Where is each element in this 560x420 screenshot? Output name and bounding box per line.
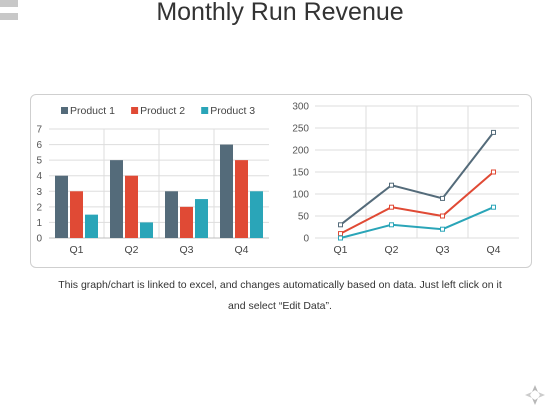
caption-line-1: This graph/chart is linked to excel, and… xyxy=(58,279,502,291)
bar-y-tick-label: 6 xyxy=(36,140,42,151)
line-point-product-1-q3 xyxy=(440,195,445,201)
line-y-tick-label: 0 xyxy=(303,234,309,245)
bar-y-tick-label: 3 xyxy=(36,187,42,198)
bar-x-tick-label: Q4 xyxy=(234,244,248,256)
line-y-tick-label: 150 xyxy=(292,168,309,179)
bar-product-1-q1 xyxy=(55,175,68,238)
legend-swatch xyxy=(131,107,139,114)
bar-product-2-q4 xyxy=(235,160,248,238)
bar-product-3-q4 xyxy=(250,191,263,238)
bar-y-tick-label: 0 xyxy=(36,234,42,245)
bar-x-tick-label: Q2 xyxy=(124,244,138,256)
line-x-tick-label: Q4 xyxy=(486,244,500,256)
line-point-product-2-q4 xyxy=(491,169,496,175)
bar-y-tick-label: 7 xyxy=(36,125,42,136)
bar-y-tick-label: 1 xyxy=(36,218,42,229)
bar-product-2-q1 xyxy=(70,191,83,238)
line-point-product-2-q3 xyxy=(440,213,445,219)
bar-y-tick-label: 5 xyxy=(36,156,42,167)
bar-product-2-q2 xyxy=(125,175,138,238)
legend-swatch xyxy=(201,107,209,114)
bar-product-3-q3 xyxy=(195,199,208,238)
line-point-product-2-q2 xyxy=(389,204,394,210)
bar-product-1-q3 xyxy=(165,191,178,238)
line-series-product-3 xyxy=(340,206,494,239)
bar-y-tick-label: 2 xyxy=(36,202,42,213)
logo-icon xyxy=(525,385,545,405)
bar-x-tick-label: Q1 xyxy=(69,244,83,256)
page-title: Monthly Run Revenue xyxy=(156,0,404,26)
bar-product-1-q4 xyxy=(220,144,233,238)
line-point-product-3-q2 xyxy=(389,222,394,228)
line-point-product-1-q1 xyxy=(338,222,343,228)
bar-product-2-q3 xyxy=(180,206,193,238)
bar-y-tick-label: 4 xyxy=(36,171,42,182)
line-point-product-3-q1 xyxy=(338,235,343,241)
line-y-tick-label: 300 xyxy=(292,102,309,113)
charts-svg[interactable]: 0 1 2 3 4 5 6 7 Q1 Q2 Q3 Q4 Product 1 Product 2 Produc… xyxy=(31,95,531,267)
line-y-tick-label: 200 xyxy=(292,146,309,157)
line-y-tick-label: 100 xyxy=(292,190,309,201)
line-point-product-1-q4 xyxy=(491,129,496,135)
line-point-product-1-q2 xyxy=(389,182,394,188)
chart-panel[interactable]: 0 1 2 3 4 5 6 7 Q1 Q2 Q3 Q4 Product 1 Product 2 Produc… xyxy=(30,94,532,268)
legend-label: Product 3 xyxy=(210,105,255,117)
line-y-tick-label: 50 xyxy=(298,212,310,223)
caption-line-2: and select “Edit Data”. xyxy=(228,300,332,312)
line-point-product-2-q1 xyxy=(338,231,343,237)
bar-x-tick-label: Q3 xyxy=(179,244,193,256)
line-series-product-2 xyxy=(340,171,495,235)
line-y-tick-label: 250 xyxy=(292,124,309,135)
legend-swatch xyxy=(61,107,68,114)
line-point-product-3-q3 xyxy=(440,226,445,232)
bar-product-1-q2 xyxy=(110,160,123,238)
legend-label: Product 2 xyxy=(140,105,185,117)
corner-decoration xyxy=(0,0,18,26)
line-x-tick-label: Q3 xyxy=(435,244,449,256)
line-series-product-1 xyxy=(339,131,495,226)
line-x-tick-label: Q2 xyxy=(384,244,398,256)
line-x-tick-label: Q1 xyxy=(333,244,347,256)
bar-product-3-q1 xyxy=(85,214,98,238)
legend-label: Product 1 xyxy=(70,105,115,117)
line-point-product-3-q4 xyxy=(491,204,496,210)
bar-product-3-q2 xyxy=(140,222,153,238)
